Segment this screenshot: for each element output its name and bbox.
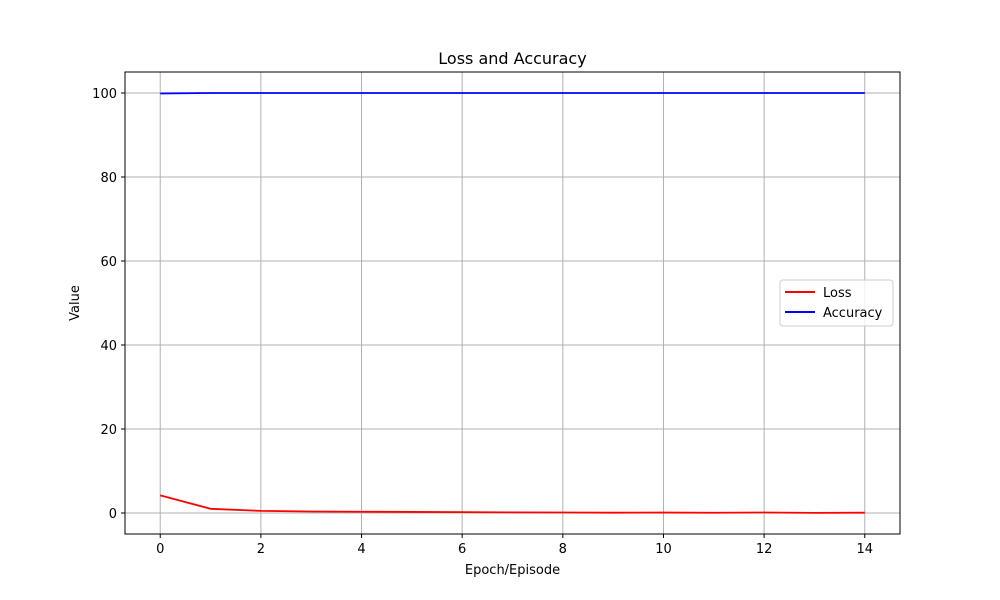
y-axis-ticks: 0 20 40 60 80 100 <box>92 87 125 522</box>
x-tick-label: 8 <box>559 542 567 557</box>
y-tick-label: 40 <box>100 339 117 354</box>
x-tick-label: 10 <box>655 542 672 557</box>
x-axis-label: Epoch/Episode <box>465 563 560 578</box>
x-tick-label: 0 <box>156 542 164 557</box>
chart-title: Loss and Accuracy <box>438 49 586 68</box>
x-tick-label: 2 <box>257 542 265 557</box>
series-line-loss <box>159 494 865 514</box>
series-layer <box>159 92 865 514</box>
y-axis-label: Value <box>68 285 83 321</box>
x-tick-label: 4 <box>357 542 365 557</box>
x-tick-label: 6 <box>458 542 466 557</box>
y-tick-label: 0 <box>109 507 117 522</box>
y-tick-label: 80 <box>100 171 117 186</box>
x-tick-label: 14 <box>856 542 873 557</box>
x-axis-ticks: 0 2 4 6 8 10 12 14 <box>156 534 873 557</box>
x-tick-label: 12 <box>756 542 773 557</box>
legend-label-loss: Loss <box>823 286 852 301</box>
y-tick-label: 60 <box>100 255 117 270</box>
axes-frame <box>124 71 901 535</box>
y-tick-label: 100 <box>92 87 117 102</box>
legend: Loss Accuracy <box>779 279 894 327</box>
legend-label-accuracy: Accuracy <box>823 306 883 321</box>
y-tick-label: 20 <box>100 423 117 438</box>
